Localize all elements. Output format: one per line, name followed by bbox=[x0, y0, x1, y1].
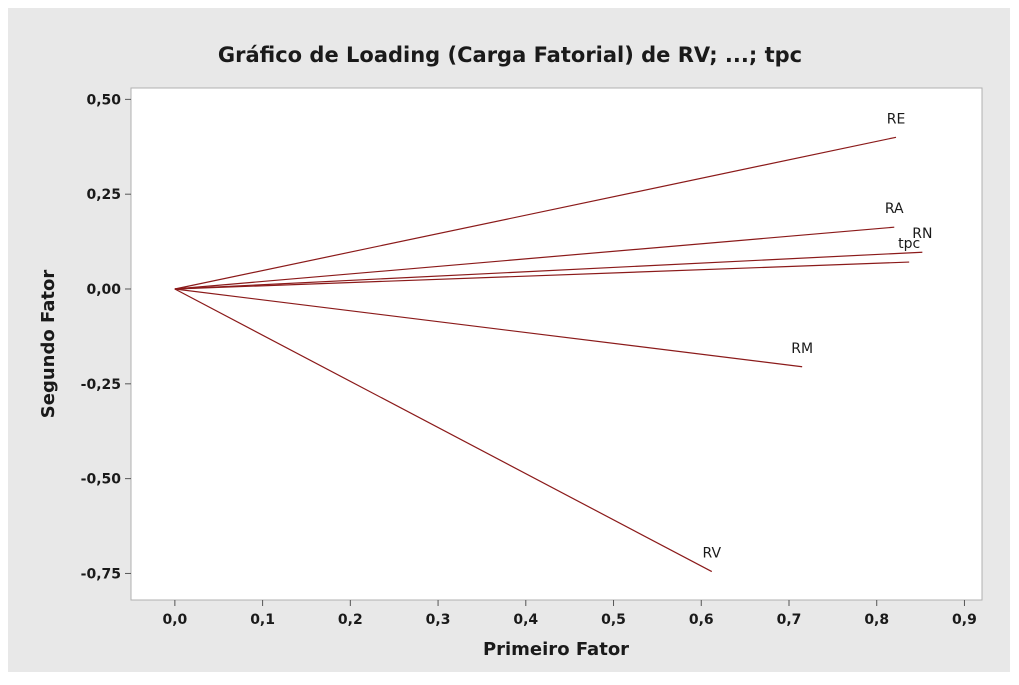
x-axis-label: Primeiro Fator bbox=[483, 639, 629, 660]
loading-line bbox=[174, 288, 803, 368]
loading-line bbox=[174, 288, 713, 573]
x-tick-label: 0,0 bbox=[162, 612, 187, 628]
y-tick-label: 0,25 bbox=[86, 187, 121, 203]
x-tick-label: 0,8 bbox=[864, 612, 889, 628]
y-tick-label: 0,00 bbox=[86, 282, 121, 298]
point-label: RM bbox=[791, 341, 813, 357]
point-label: tpc bbox=[898, 236, 920, 252]
loading-line bbox=[174, 251, 923, 290]
point-label: RE bbox=[887, 111, 906, 127]
y-tick-label: -0,50 bbox=[81, 472, 122, 488]
loading-line bbox=[174, 261, 910, 290]
y-tick-label: -0,25 bbox=[81, 377, 121, 393]
x-tick-label: 0,4 bbox=[513, 612, 538, 628]
point-label: RA bbox=[885, 201, 904, 217]
y-tick-label: 0,50 bbox=[86, 92, 121, 108]
x-tick-label: 0,2 bbox=[338, 612, 363, 628]
x-tick-label: 0,7 bbox=[777, 612, 802, 628]
plot-area bbox=[130, 87, 983, 601]
x-tick-label: 0,1 bbox=[250, 612, 275, 628]
loading-line bbox=[174, 226, 895, 290]
x-tick-label: 0,3 bbox=[426, 612, 451, 628]
loading-line bbox=[174, 136, 897, 290]
point-label: RV bbox=[703, 546, 722, 562]
x-tick-label: 0,6 bbox=[689, 612, 714, 628]
x-tick-label: 0,5 bbox=[601, 612, 626, 628]
y-tick-label: -0,75 bbox=[81, 566, 121, 582]
y-axis-label: Segundo Fator bbox=[38, 270, 59, 419]
point-label: RN bbox=[912, 226, 932, 242]
x-tick-label: 0,9 bbox=[952, 612, 977, 628]
chart-title: Gráfico de Loading (Carga Fatorial) de R… bbox=[218, 43, 802, 67]
